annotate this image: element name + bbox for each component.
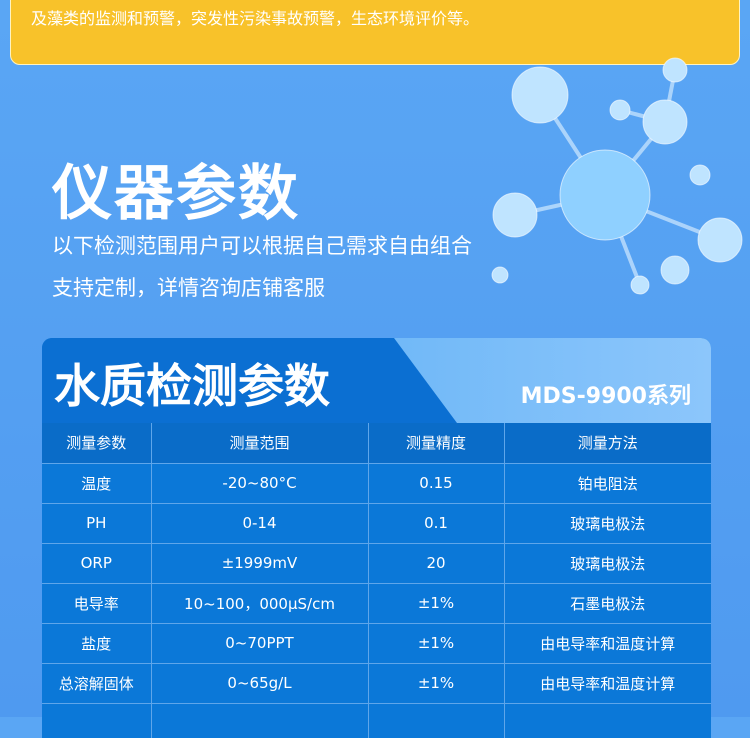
table-cell: 玻璃电极法 [503, 542, 711, 584]
table-cell: 测量参数 [42, 423, 152, 464]
table-cell [503, 702, 711, 738]
table-cell: 测量精度 [367, 423, 505, 464]
table-cell: 玻璃电极法 [503, 502, 711, 544]
table-cell: 20 [367, 542, 505, 584]
parameter-card: 水质检测参数 MDS-9900系列 测量参数 测量范围 测量精度 测量方法 温度 -20~… [42, 338, 711, 738]
section-subtitle-2: 支持定制，详情咨询店铺客服 [52, 276, 325, 300]
table-cell: ±1999mV [150, 542, 369, 584]
table-cell: 石墨电极法 [503, 582, 711, 624]
section-subtitle-1: 以下检测范围用户可以根据自己需求自由组合 [52, 234, 472, 258]
table-cell: 0-14 [150, 502, 369, 544]
table-row: PH 0-14 0.1 玻璃电极法 [42, 502, 711, 544]
table-cell: 0.15 [367, 462, 505, 504]
table-cell: 电导率 [42, 582, 152, 624]
table-cell: 10~100，000μS/cm [150, 582, 369, 624]
table-cell: 0~70PPT [150, 622, 369, 664]
table-cell: 由电导率和温度计算 [503, 622, 711, 664]
notice-text: 及藻类的监测和预警，突发性污染事故预警，生态环境评价等。 [31, 9, 480, 28]
table-cell: 0.1 [367, 502, 505, 544]
parameter-table: 测量参数 测量范围 测量精度 测量方法 温度 -20~80°C 0.15 铂电阻法 PH 0-14… [42, 423, 711, 738]
table-cell: 测量范围 [150, 423, 369, 464]
series-label: MDS-9900系列 [520, 384, 691, 409]
table-row: 盐度 0~70PPT ±1% 由电导率和温度计算 [42, 622, 711, 664]
table-cell: 总溶解固体 [42, 662, 152, 704]
table-cell: 温度 [42, 462, 152, 504]
table-cell: ±1% [367, 582, 505, 624]
table-cell [42, 702, 152, 738]
molecule-illustration [491, 57, 743, 295]
table-header-row: 测量参数 测量范围 测量精度 测量方法 [42, 423, 711, 464]
table-cell [150, 702, 369, 738]
table-cell: ±1% [367, 622, 505, 664]
table-cell [367, 702, 505, 738]
table-row [42, 702, 711, 738]
card-header: 水质检测参数 MDS-9900系列 [42, 338, 711, 423]
card-title: 水质检测参数 [54, 359, 330, 413]
notice-box: 及藻类的监测和预警，突发性污染事故预警，生态环境评价等。 [10, 0, 740, 65]
table-cell: -20~80°C [150, 462, 369, 504]
table-cell: 由电导率和温度计算 [503, 662, 711, 704]
table-cell: PH [42, 502, 152, 544]
table-cell: ORP [42, 542, 152, 584]
table-cell: 盐度 [42, 622, 152, 664]
table-cell: ±1% [367, 662, 505, 704]
table-row: ORP ±1999mV 20 玻璃电极法 [42, 542, 711, 584]
table-cell: 0~65g/L [150, 662, 369, 704]
table-cell: 铂电阻法 [503, 462, 711, 504]
table-row: 电导率 10~100，000μS/cm ±1% 石墨电极法 [42, 582, 711, 624]
section-title: 仪器参数 [52, 159, 300, 229]
table-cell: 测量方法 [503, 423, 711, 464]
table-row: 总溶解固体 0~65g/L ±1% 由电导率和温度计算 [42, 662, 711, 704]
table-row: 温度 -20~80°C 0.15 铂电阻法 [42, 462, 711, 504]
